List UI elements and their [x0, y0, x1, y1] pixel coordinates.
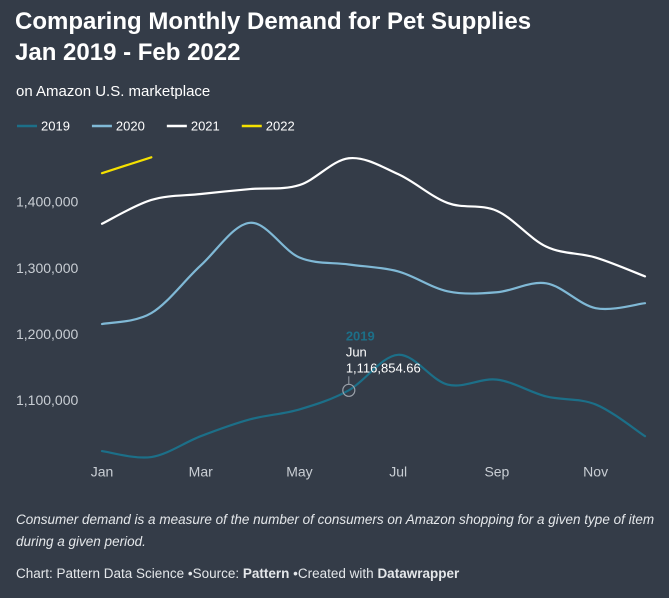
tooltip-series: 2019: [346, 328, 375, 343]
legend-label: 2019: [41, 118, 70, 133]
separator: [184, 566, 192, 581]
x-tick-label: May: [286, 464, 312, 480]
source: Pattern: [242, 566, 290, 581]
series-line: [100, 156, 153, 175]
x-tick-label: Jul: [389, 464, 407, 480]
legend-label: 2020: [116, 118, 145, 133]
y-tick-label: 1,200,000: [16, 326, 78, 342]
legend-label: 2021: [191, 118, 220, 133]
credit: Datawrapper: [377, 566, 460, 581]
series-line: [100, 157, 647, 278]
notes: Consumer demand is a measure of the numb…: [16, 512, 655, 549]
y-tick-label: 1,100,000: [16, 392, 78, 408]
y-tick-label: 1,300,000: [16, 260, 78, 276]
credit-label: Created with: [297, 566, 374, 581]
subtitle: on Amazon U.S. marketplace: [16, 83, 211, 100]
series-line: [100, 221, 647, 326]
chart-credit: Chart: Pattern Data Science: [16, 566, 185, 581]
legend-label: 2022: [266, 118, 295, 133]
x-tick-label: Jan: [91, 464, 114, 480]
footer: Chart: Pattern Data Science Source: Patte…: [16, 566, 459, 581]
y-tick-label: 1,400,000: [16, 194, 78, 210]
x-tick-label: Nov: [583, 464, 608, 480]
separator: [289, 566, 297, 581]
tooltip-category: Jun: [346, 344, 367, 359]
title-line: Comparing Monthly Demand for Pet Supplie…: [15, 8, 532, 35]
x-tick-label: Mar: [189, 464, 213, 480]
x-tick-label: Sep: [484, 464, 509, 480]
series-line: [100, 353, 647, 459]
chart-title: Comparing Monthly Demand for Pet Supplie…: [15, 6, 531, 68]
title-line: Jan 2019 - Feb 2022: [15, 39, 241, 66]
source-label: Source:: [192, 566, 240, 581]
tooltip-value: 1,116,854.66: [346, 360, 421, 375]
